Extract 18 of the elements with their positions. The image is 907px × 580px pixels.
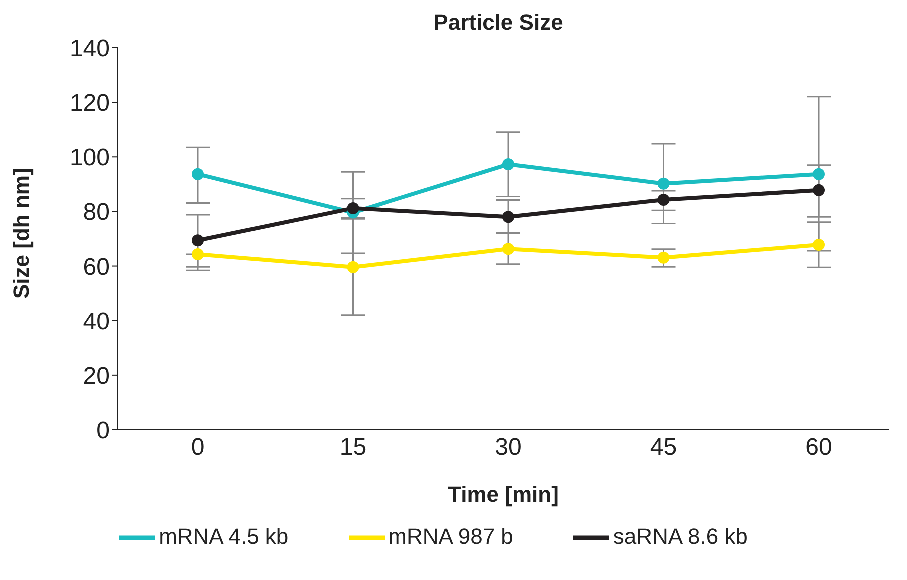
y-axis-title: Size [dh nm] <box>8 168 34 299</box>
y-tick-label: 20 <box>83 362 110 390</box>
chart-title: Particle Size <box>432 10 564 36</box>
y-tick-label: 120 <box>70 90 110 118</box>
y-tick-label: 100 <box>70 144 110 172</box>
y-tick-label: 40 <box>83 308 110 336</box>
legend-label: saRNA 8.6 kb <box>613 524 748 549</box>
x-tick-label: 60 <box>806 434 832 462</box>
x-axis-title: Time [min] <box>448 482 559 507</box>
legend-label: mRNA 4.5 kb <box>159 524 289 549</box>
x-tick-label: 0 <box>191 434 205 462</box>
legend-label: mRNA 987 b <box>388 524 514 549</box>
y-tick-label: 80 <box>83 199 110 226</box>
x-tick-label: 45 <box>650 434 678 462</box>
x-tick-label: 30 <box>495 434 522 462</box>
y-tick-label: 60 <box>83 254 110 281</box>
y-tick-label: 140 <box>70 36 110 63</box>
x-tick-label: 15 <box>340 434 367 462</box>
